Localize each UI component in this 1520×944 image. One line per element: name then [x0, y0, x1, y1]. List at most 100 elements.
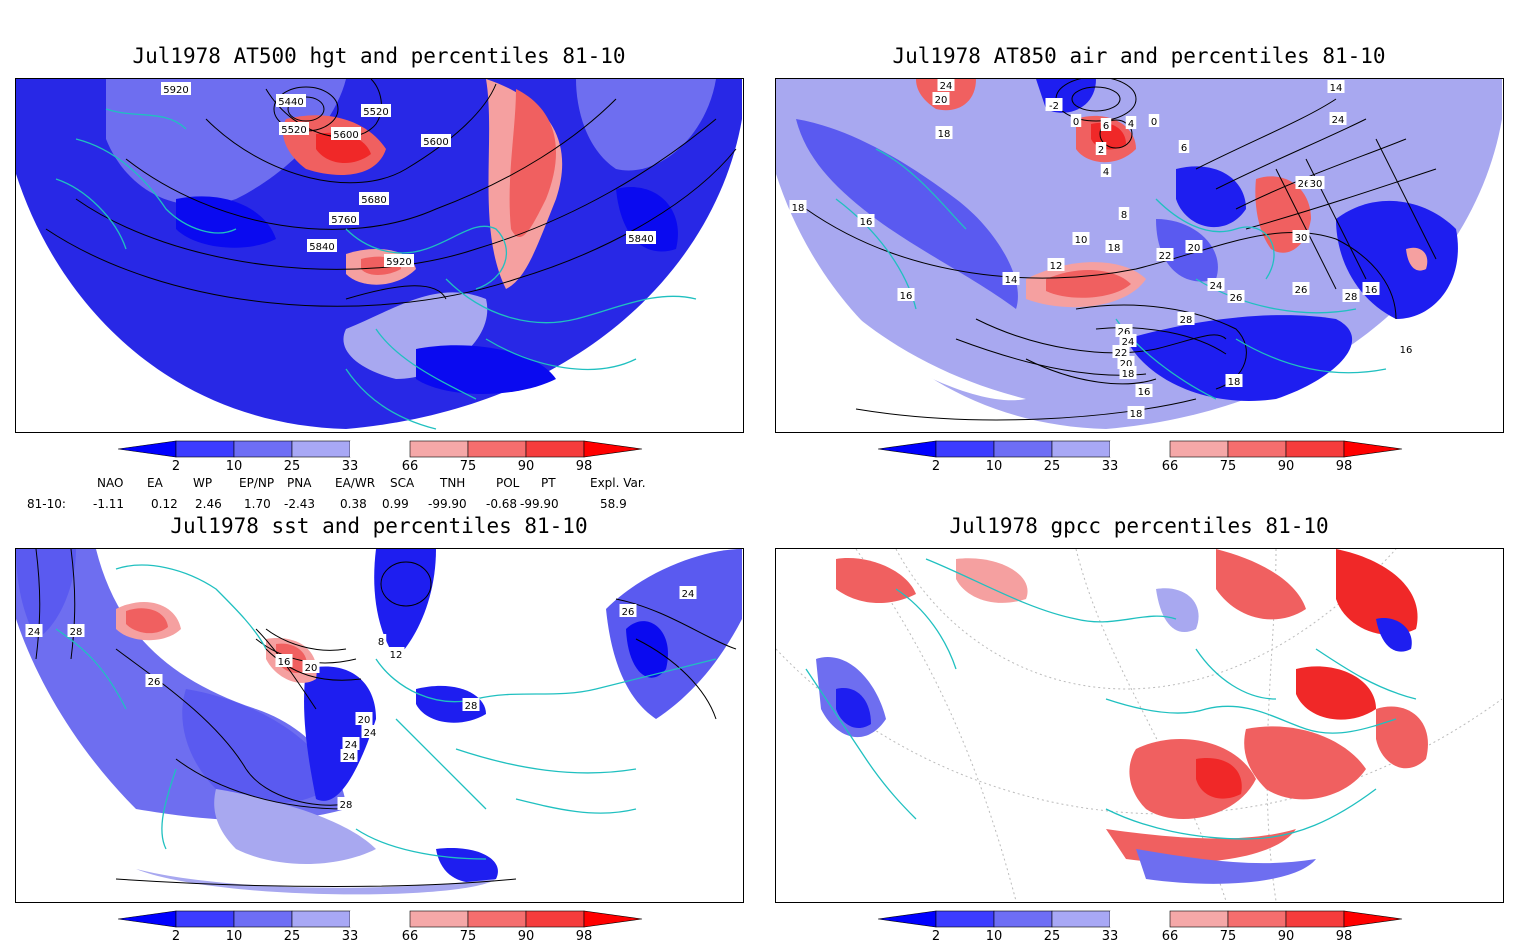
index-header: TNH	[440, 476, 466, 490]
contour-label: 24	[682, 589, 695, 600]
contour-label-box	[1095, 142, 1107, 155]
contour-label: 5840	[628, 234, 653, 245]
contour-label: 26	[1298, 179, 1311, 190]
contour-label: 16	[278, 657, 291, 668]
contour-label-box	[1047, 258, 1065, 271]
contour-label-box	[935, 126, 953, 139]
contour-label: -2	[1049, 101, 1059, 112]
map-panel-gpcc	[775, 548, 1504, 903]
colorbar-segment	[1169, 910, 1229, 928]
colorbar-segment	[1285, 440, 1345, 458]
contour-label: 18	[792, 203, 805, 214]
contour-label: 10	[1075, 235, 1088, 246]
contour-label: 14	[1005, 275, 1018, 286]
contour-label: 26	[1118, 327, 1131, 338]
contour-label: 28	[340, 800, 353, 811]
contour-label: 2	[1098, 145, 1104, 156]
contour-label-box	[1117, 356, 1135, 369]
colorbar-segment	[291, 440, 351, 458]
colorbar-segment	[409, 440, 469, 458]
index-value: 0.12	[151, 497, 178, 511]
contour-label-box	[1070, 114, 1082, 127]
contour-label-box	[1135, 384, 1153, 397]
contour-label: 5520	[281, 125, 306, 136]
contour-label: 28	[465, 701, 478, 712]
colorbar-segment	[233, 910, 293, 928]
contour-label-box	[1307, 176, 1325, 189]
contour-label: 5760	[331, 215, 356, 226]
contour-label-box	[1100, 164, 1112, 177]
colorbar-tick-label: 10	[225, 929, 243, 944]
contour-label-box	[1119, 366, 1137, 379]
contour-label-box	[1177, 312, 1195, 325]
contour-label: 18	[1122, 369, 1135, 380]
colorbar-tick-label: 66	[401, 459, 419, 474]
contour-label: 6	[1181, 143, 1187, 154]
colorbar-segment	[1051, 440, 1111, 458]
contour-label: 26	[622, 607, 635, 618]
contour-label: 8	[378, 637, 384, 648]
colorbar-tick-label: 98	[1335, 929, 1353, 944]
colorbar-segment	[350, 441, 410, 457]
contour-label-box	[1119, 334, 1137, 347]
contour-label-box	[857, 214, 875, 227]
colorbar-segment	[993, 440, 1053, 458]
colorbar-tick-label: 10	[225, 459, 243, 474]
contour-label: 20	[1188, 243, 1201, 254]
contour-label: 18	[1228, 377, 1241, 388]
colorbar-segment	[525, 440, 585, 458]
index-header: SCA	[390, 476, 415, 490]
colorbar-tick-label: 90	[517, 459, 535, 474]
contour-label-box	[789, 200, 807, 213]
index-value: -2.43	[284, 497, 316, 511]
contour-label: 4	[1128, 119, 1134, 130]
colorbar-arrow-low	[117, 910, 177, 928]
contour-label-box	[375, 634, 387, 647]
contour-label: 30	[1295, 233, 1308, 244]
contour-label: 18	[938, 129, 951, 140]
colorbar-1	[117, 440, 643, 458]
contour-label-box	[932, 92, 950, 105]
contour-label: 28	[1345, 292, 1358, 303]
colorbar-arrow-high	[583, 910, 643, 928]
contour-label-box	[25, 624, 43, 637]
colorbar-segment	[409, 910, 469, 928]
index-value: 58.9	[600, 497, 627, 511]
colorbar-segment	[175, 910, 235, 928]
colorbar-segment	[1110, 441, 1170, 457]
contour-label-box	[161, 82, 191, 95]
contour-label-box	[67, 624, 85, 637]
index-value: 2.46	[195, 497, 222, 511]
index-header: EP/NP	[239, 476, 275, 490]
colorbar-tick-label: 2	[931, 929, 941, 944]
colorbar-tick-label: 66	[1161, 929, 1179, 944]
contour-label-box	[275, 654, 293, 667]
index-header: PT	[541, 476, 556, 490]
contour-label: 16	[1400, 345, 1413, 356]
colorbar-tick-label: 33	[1101, 459, 1119, 474]
contour-label-box	[1292, 230, 1310, 243]
colorbar-segment	[1110, 911, 1170, 927]
colorbar-segment	[291, 910, 351, 928]
contour-label: 30	[1310, 179, 1323, 190]
index-header: EA/WR	[335, 476, 376, 490]
contour-label-box	[1227, 290, 1245, 303]
contour-label-box	[462, 698, 480, 711]
contour-label-box	[145, 674, 163, 687]
contour-label-box	[361, 725, 379, 738]
colorbar-segment	[1227, 440, 1287, 458]
index-header: Expl. Var.	[590, 476, 646, 490]
colorbar-tick-label: 98	[575, 459, 593, 474]
colorbar-segment	[525, 910, 585, 928]
colorbar-tick-label: 98	[1335, 459, 1353, 474]
contour-label-box	[342, 737, 360, 750]
contour-label: 28	[1180, 315, 1193, 326]
panel-3-title: Jul1978 sst and percentiles 81-10	[170, 514, 588, 538]
colorbar-tick-label: 75	[1219, 929, 1237, 944]
contour-label-box	[1397, 342, 1415, 355]
colorbar-segment	[993, 910, 1053, 928]
map-panel-hgt500: 5920 5440 5520 5600 5520 5600 5680 5760 5840 5920…	[15, 78, 744, 433]
colorbar-tick-label: 66	[1161, 459, 1179, 474]
contour-label-box	[276, 94, 306, 107]
contour-label: 0	[1151, 117, 1157, 128]
